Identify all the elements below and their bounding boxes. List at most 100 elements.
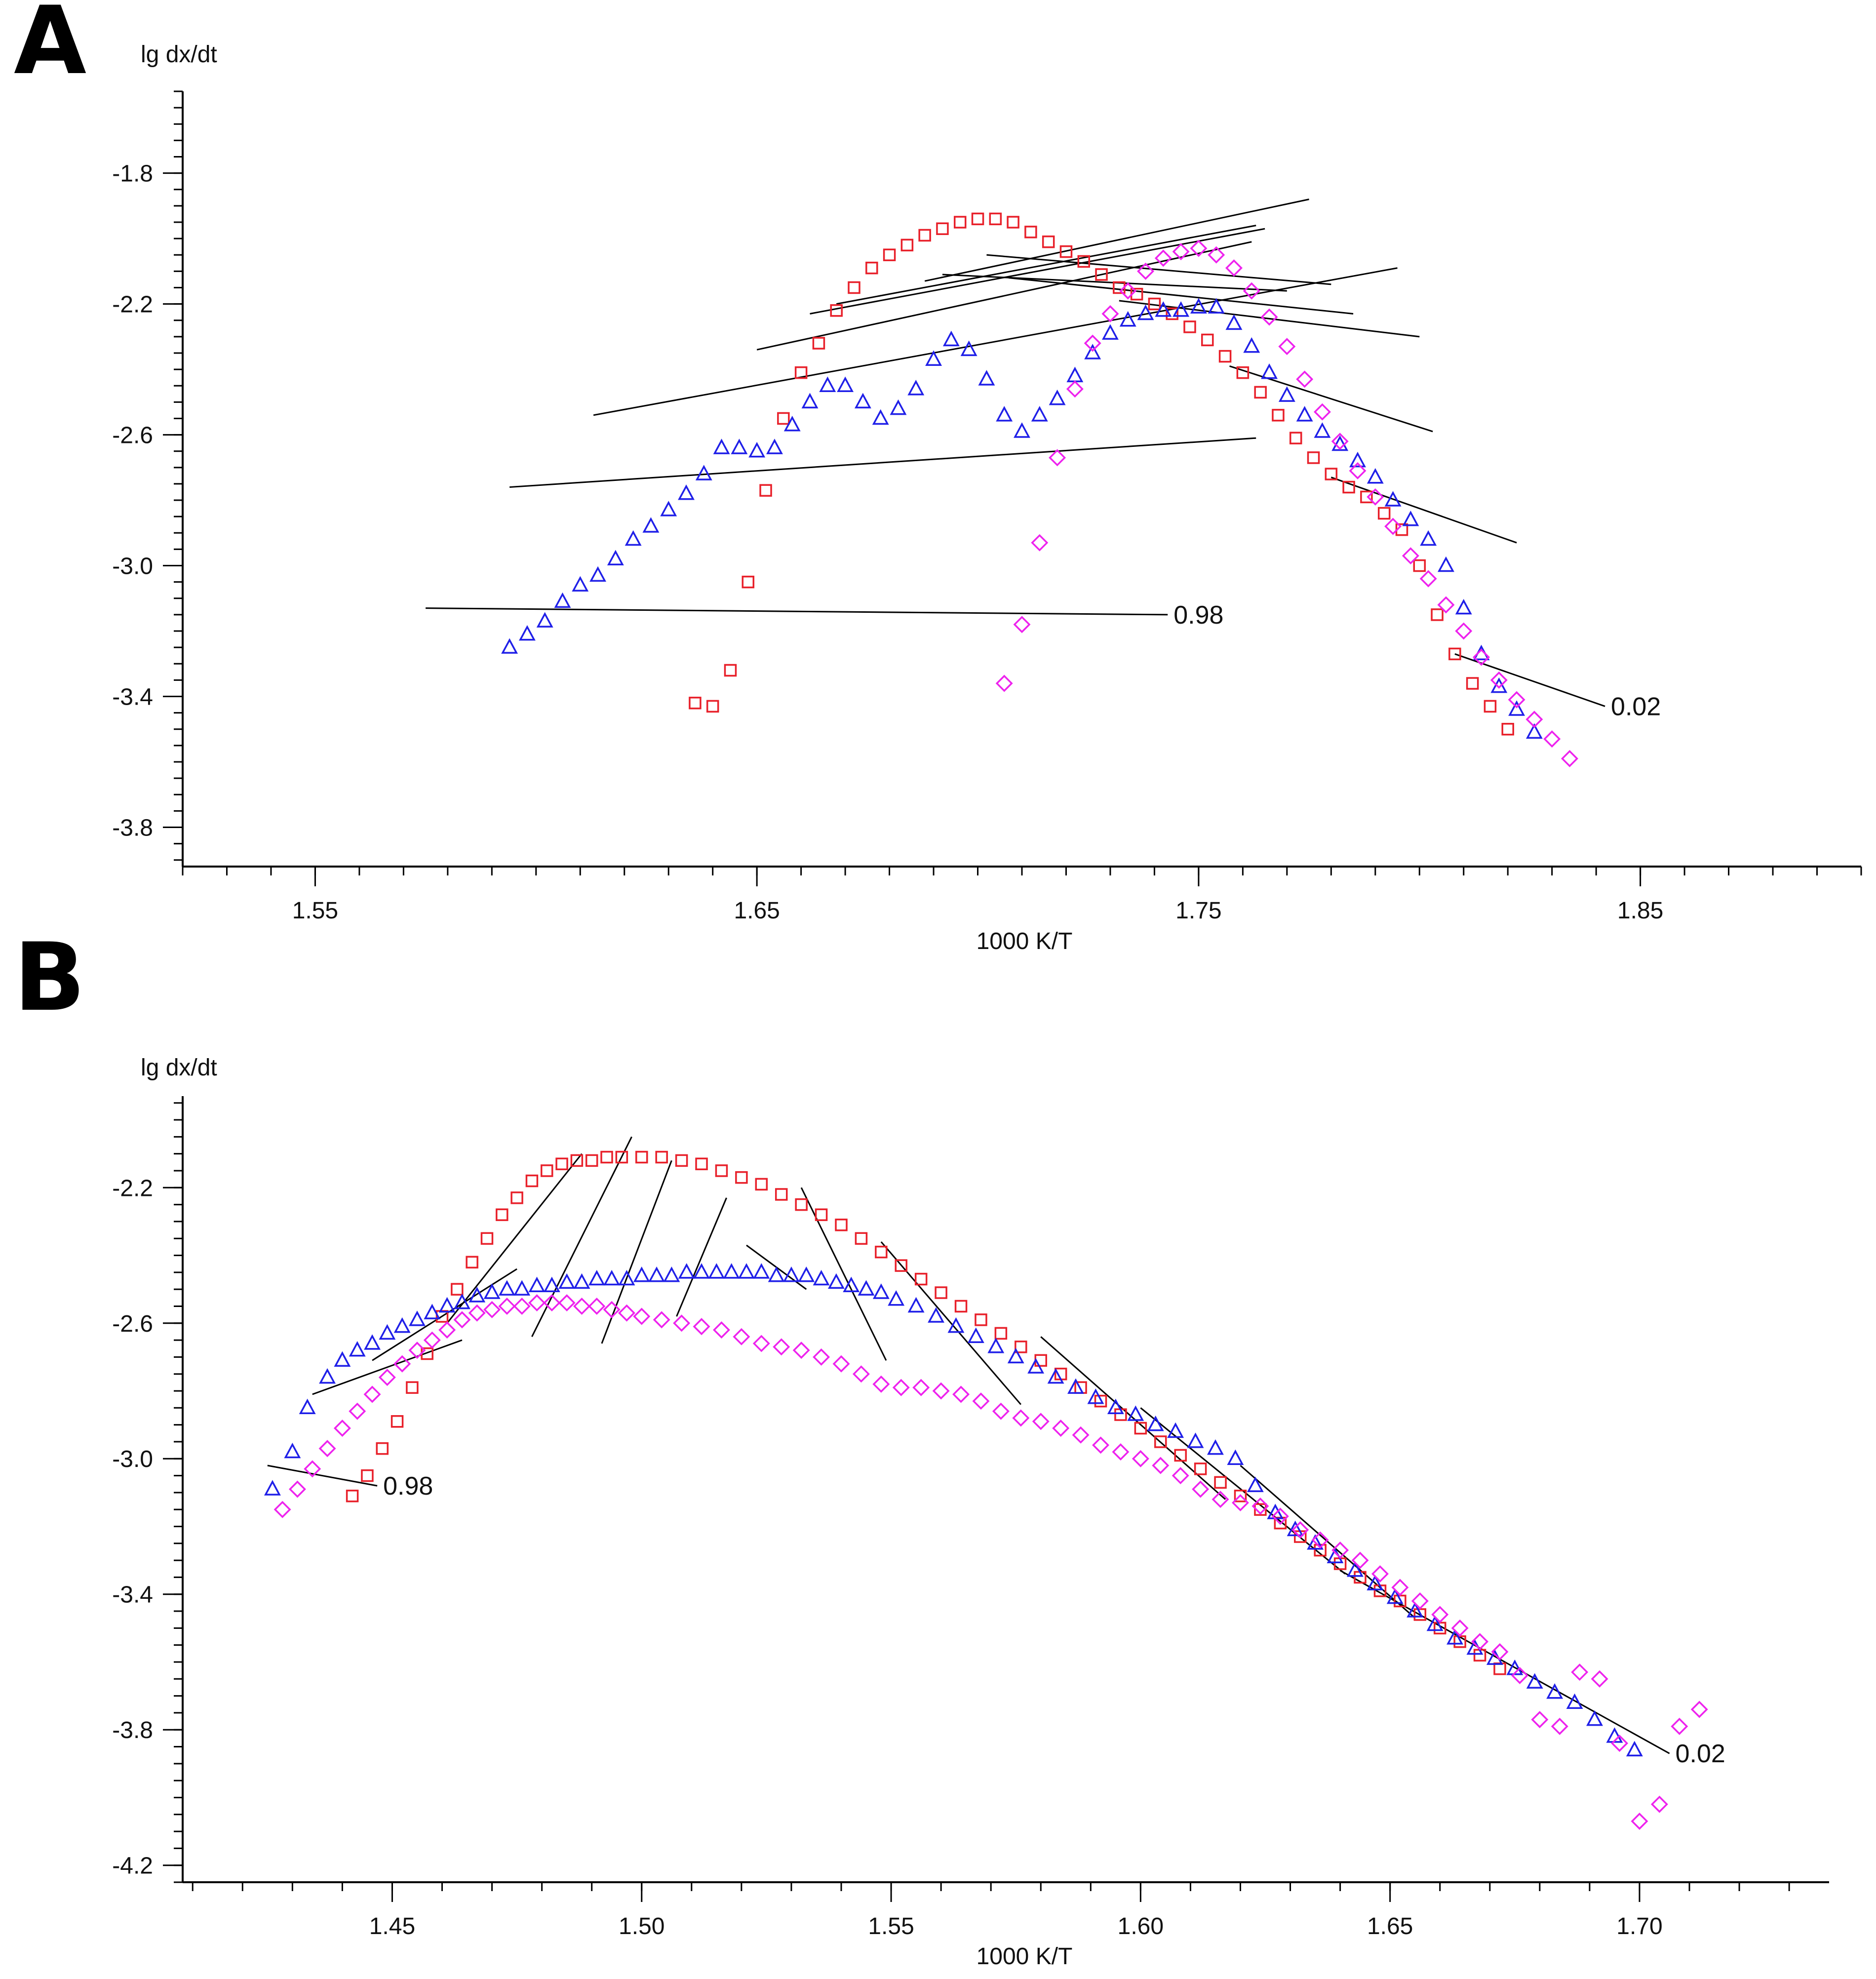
panel-b-point-triangle [753, 1263, 770, 1279]
panel-a-point-diamond [1208, 246, 1225, 264]
panel-a-point-triangle [501, 638, 518, 654]
panel-b-point-diamond [1232, 1494, 1249, 1511]
panel-a: A lg dx/dt 1000 K/T 1.55 1.65 1.75 1.85 -1.8… [14, 0, 1862, 954]
panel-b-point-diamond [992, 1402, 1010, 1420]
panel-a-point-triangle [1049, 390, 1066, 405]
panel-b-point-triangle [454, 1293, 470, 1309]
panel-b-point-square [855, 1232, 868, 1245]
panel-a-y-tick-label: -2.6 [112, 423, 153, 449]
panel-b-point-diamond [1371, 1565, 1389, 1583]
panel-b-point-diamond [1611, 1735, 1629, 1752]
panel-a-point-square [971, 212, 984, 226]
panel-b-point-square [480, 1232, 494, 1245]
panel-b-point-square [1134, 1422, 1147, 1435]
panel-b-point-triangle [469, 1287, 486, 1303]
panel-b-point-triangle [334, 1351, 351, 1367]
panel-a-point-diamond [1225, 259, 1243, 277]
panel-b-point-diamond [1551, 1717, 1568, 1735]
panel-a-point-triangle [872, 409, 889, 425]
panel-b-point-diamond [1531, 1711, 1549, 1729]
panel-b-point-triangle [319, 1368, 336, 1384]
panel-a-point-square [989, 212, 1002, 226]
panel-a-point-triangle [1296, 406, 1313, 422]
panel-b-point-triangle [364, 1334, 381, 1350]
panel-b-point-square [585, 1154, 598, 1167]
panel-b-letter: B [14, 923, 85, 1032]
panel-a-fit-line [810, 228, 1265, 315]
panel-b-point-triangle [409, 1310, 426, 1326]
panel-b-point-diamond [1391, 1579, 1409, 1596]
panel-b-point-diamond [1092, 1436, 1109, 1454]
panel-b-point-diamond [1671, 1717, 1688, 1735]
panel-b-point-diamond [673, 1314, 691, 1332]
panel-a-point-diamond [1154, 249, 1172, 267]
panel-b-point-diamond [1431, 1606, 1449, 1623]
panel-b-point-triangle [1307, 1534, 1324, 1550]
panel-a-point-square [1042, 235, 1055, 248]
panel-a-point-triangle [731, 438, 748, 454]
panel-a-point-triangle [1314, 422, 1331, 438]
panel-a-point-triangle [854, 393, 871, 409]
panel-b-point-square [715, 1164, 728, 1177]
panel-b-x-tick-label: 1.65 [1367, 1913, 1413, 1939]
panel-a-fit-line [593, 267, 1398, 416]
panel-b-point-triangle [907, 1297, 925, 1313]
panel-a-point-square [1201, 333, 1214, 347]
panel-a-point-triangle [1473, 644, 1490, 661]
panel-b-point-square [496, 1208, 508, 1221]
panel-a-point-square [1377, 507, 1391, 520]
panel-b-point-diamond [1451, 1619, 1469, 1637]
panel-b-point-square [1154, 1435, 1167, 1448]
panel-a-point-square [900, 238, 914, 252]
panel-b-point-triangle [1187, 1432, 1204, 1448]
panel-a-point-diamond [1402, 547, 1419, 565]
panel-b-point-triangle [1127, 1405, 1144, 1421]
panel-a-point-diamond [1437, 596, 1455, 614]
panel-a-point-diamond [1119, 282, 1137, 300]
panel-a-point-square [936, 222, 949, 235]
panel-b-point-diamond [274, 1501, 291, 1518]
panel-b-point-triangle [798, 1266, 815, 1282]
panel-a-point-square [1431, 608, 1444, 621]
panel-a-y-axis-label: lg dx/dt [141, 41, 217, 68]
panel-a-point-triangle [589, 566, 606, 582]
panel-b-point-triangle [1167, 1422, 1184, 1438]
panel-a-fit-line [836, 225, 1256, 305]
panel-b-y-tick-label: -4.2 [112, 1853, 153, 1879]
panel-b-fit-line [1339, 1570, 1670, 1754]
panel-a-fit-label: 0.98 [1173, 601, 1223, 630]
panel-a-point-triangle [695, 465, 712, 480]
panel-a-point-triangle [713, 438, 730, 454]
panel-b-point-triangle [888, 1290, 905, 1306]
panel-b-point-square [775, 1188, 788, 1201]
panel-a-point-square [1501, 723, 1514, 736]
panel-a-point-triangle [1137, 304, 1154, 320]
panel-b-point-triangle [284, 1442, 301, 1459]
panel-b-point-diamond [498, 1297, 516, 1315]
panel-b-point-diamond [573, 1297, 590, 1315]
panel-b-point-triangle [1526, 1673, 1543, 1689]
panel-a-point-square [1007, 216, 1019, 229]
panel-b-point-triangle [723, 1263, 740, 1279]
panel-b-point-diamond [733, 1328, 750, 1346]
panel-b-point-square [1234, 1489, 1247, 1503]
panel-a-point-square [794, 366, 808, 379]
panel-b-point-diamond [1331, 1542, 1349, 1559]
panel-b-point-diamond [603, 1301, 621, 1318]
panel-b-point-diamond [872, 1375, 890, 1393]
panel-b-x-tick-label: 1.45 [369, 1913, 415, 1939]
panel-b-point-diamond [333, 1420, 351, 1437]
panel-a-point-triangle [907, 380, 925, 396]
panel-b-fit-line [531, 1136, 632, 1337]
panel-b-plot-area: 1.45 1.50 1.55 1.60 1.65 1.70 -2.2 -2.6 -3.0 -3.4… [112, 1096, 1829, 1939]
panel-a-point-square [865, 261, 878, 275]
panel-b-point-square [835, 1219, 848, 1231]
panel-b-point-diamond [408, 1342, 426, 1359]
panel-a-point-square [742, 575, 755, 589]
panel-a-point-diamond [1066, 380, 1084, 398]
panel-b-point-diamond [693, 1318, 710, 1336]
panel-b-point-square [875, 1245, 888, 1259]
panel-a-point-diamond [1331, 433, 1349, 450]
panel-a-point-square [1413, 559, 1426, 572]
panel-b-point-square [914, 1272, 928, 1286]
